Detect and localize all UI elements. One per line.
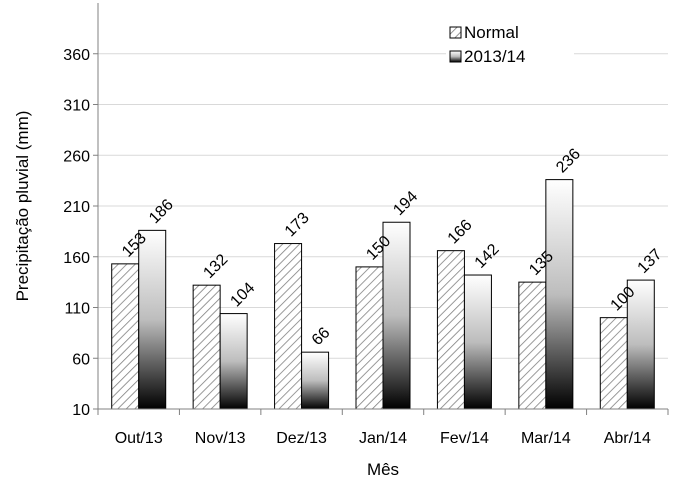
x-tick-label: Dez/13 xyxy=(276,430,327,447)
x-tick-label: Abr/14 xyxy=(604,430,651,447)
bar-2013-14-nov-13 xyxy=(219,313,248,410)
y-tick-label: 160 xyxy=(63,250,90,267)
data-label: 194 xyxy=(390,188,421,219)
x-axis-title: Mês xyxy=(367,460,399,479)
legend-label-normal: Normal xyxy=(464,23,519,42)
bar-normal-dez-13 xyxy=(274,243,303,410)
data-label: 66 xyxy=(309,324,334,349)
data-label: 142 xyxy=(472,241,503,272)
y-tick-label: 260 xyxy=(63,148,90,165)
bar-normal-nov-13 xyxy=(192,284,221,410)
bar-normal-mar-14 xyxy=(518,281,547,410)
data-label: 236 xyxy=(553,145,584,176)
bar-2013-14-out-13 xyxy=(138,229,167,410)
legend: Normal 2013/14 xyxy=(446,18,574,70)
y-tick-label: 310 xyxy=(63,98,90,115)
bar-normal-abr-14 xyxy=(599,317,628,410)
bar-2013-14-dez-13 xyxy=(301,351,330,410)
bar-normal-fev-14 xyxy=(436,250,465,410)
data-label: 137 xyxy=(635,246,666,277)
y-axis-title: Precipitação pluvial (mm) xyxy=(13,111,32,302)
legend-label-2013-14: 2013/14 xyxy=(464,47,525,66)
legend-swatch-2013-14 xyxy=(449,50,462,63)
x-tick-label: Nov/13 xyxy=(195,430,246,447)
x-tick-label: Jan/14 xyxy=(359,430,407,447)
bar-normal-out-13 xyxy=(111,263,140,410)
bar-2013-14-fev-14 xyxy=(463,274,492,410)
x-tick-label: Mar/14 xyxy=(521,430,571,447)
bar-2013-14-abr-14 xyxy=(626,279,655,410)
data-label: 132 xyxy=(200,251,231,282)
bars xyxy=(111,179,655,410)
legend-background xyxy=(446,18,574,70)
y-tick-label: 110 xyxy=(64,301,90,318)
legend-swatch-normal xyxy=(449,26,462,39)
axes xyxy=(93,3,669,415)
bar-2013-14-mar-14 xyxy=(545,179,574,410)
y-tick-label: 60 xyxy=(72,351,90,368)
x-tick-label: Fev/14 xyxy=(440,430,489,447)
y-tick-label: 360 xyxy=(63,47,90,64)
x-tick-label: Out/13 xyxy=(115,430,163,447)
bar-normal-jan-14 xyxy=(355,266,384,410)
data-label: 166 xyxy=(445,217,476,248)
data-label: 173 xyxy=(282,209,313,240)
data-label: 104 xyxy=(227,279,258,310)
data-label: 186 xyxy=(146,196,177,227)
y-tick-label: 10 xyxy=(72,402,90,419)
y-tick-label: 210 xyxy=(63,199,90,216)
